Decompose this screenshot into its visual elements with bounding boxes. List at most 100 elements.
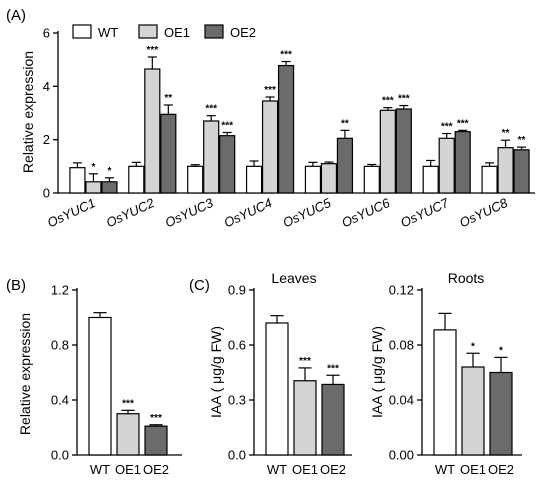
panel-a-oe1-bar bbox=[320, 163, 338, 194]
panel-c-leaves: (C) Leaves IAA ( μg/g FW) 0.0 0.3 0.6 0.9 WT… bbox=[189, 270, 352, 477]
panel-c-leaves-significance-label: *** bbox=[327, 363, 339, 374]
panel-b-significance-label: *** bbox=[150, 413, 162, 424]
panel-c-leaves-title: Leaves bbox=[271, 270, 316, 286]
panel-label-c: (C) bbox=[189, 277, 210, 294]
panel-c-roots-x-tick-label: OE1 bbox=[460, 462, 486, 477]
panel-a-oe1-significance-label: *** bbox=[382, 96, 394, 107]
legend-swatch-oe2 bbox=[204, 24, 224, 39]
panel-a-oe1-significance-label: * bbox=[91, 162, 95, 173]
legend-label-oe1: OE1 bbox=[164, 25, 190, 40]
panel-a-oe2-bar bbox=[454, 131, 471, 194]
panel-label-a: (A) bbox=[6, 7, 26, 24]
panel-a-oe2-bar bbox=[219, 135, 236, 194]
legend-label-wt: WT bbox=[98, 25, 118, 40]
panel-a-y-axis-title: Relative expression bbox=[20, 51, 36, 173]
panel-a-oe1-significance-label: ** bbox=[502, 128, 510, 139]
panel-c-roots-x-tick-label: WT bbox=[435, 462, 455, 477]
panel-b-y-tick-label: 0.8 bbox=[51, 338, 69, 353]
panel-c-leaves-y-tick-label: 0.0 bbox=[228, 448, 246, 463]
panel-b-x-tick-label: WT bbox=[90, 462, 110, 477]
panel-a-oe1-significance-label: *** bbox=[264, 85, 276, 96]
panel-c-leaves-y-tick-label: 0.9 bbox=[228, 283, 246, 298]
panel-a-wt-bar bbox=[245, 165, 263, 194]
panel-a-oe1-bar bbox=[261, 100, 279, 194]
panel-b-significance-label: *** bbox=[122, 398, 134, 409]
panel-a-y-tick-label: 6 bbox=[43, 26, 50, 41]
panel-a-oe2-significance-label: ** bbox=[518, 135, 526, 146]
panel-a-oe2-bar bbox=[160, 113, 177, 194]
panel-c-roots-bar bbox=[461, 366, 485, 456]
legend-swatch-wt bbox=[72, 24, 92, 39]
panel-a-x-tick-label: OsYUC6 bbox=[339, 195, 393, 231]
panel-c-leaves-bar bbox=[321, 383, 345, 456]
panel-a-oe2-bar bbox=[101, 181, 118, 194]
panel-a-oe2-significance-label: *** bbox=[398, 94, 410, 105]
panel-a-oe2-significance-label: ** bbox=[164, 93, 172, 104]
panel-a-x-tick-label: OsYUC4 bbox=[222, 195, 275, 230]
panel-b: (B) Relative expression 0.0 0.4 0.8 1.2 WT **… bbox=[6, 277, 182, 477]
panel-a-oe2-significance-label: ** bbox=[341, 118, 349, 129]
panel-a-oe1-significance-label: *** bbox=[205, 104, 217, 115]
panel-c-roots-significance-label: * bbox=[499, 345, 503, 356]
panel-b-y-tick-label: 1.2 bbox=[51, 283, 69, 298]
panel-a-oe1-significance-label: *** bbox=[441, 122, 453, 133]
panel-a-oe1-bar bbox=[85, 181, 102, 194]
panel-c-leaves-y-axis-title: IAA ( μg/g FW) bbox=[208, 326, 224, 418]
panel-b-bar bbox=[144, 425, 168, 456]
panel-a-oe1-bar bbox=[203, 120, 220, 194]
panel-a-wt-bar bbox=[422, 165, 439, 194]
panel-b-bar bbox=[116, 413, 140, 456]
panel-c-roots-bar bbox=[489, 371, 513, 456]
panel-c-roots-y-tick-label: 0.04 bbox=[389, 393, 414, 408]
panel-b-y-tick-label: 0.0 bbox=[51, 448, 69, 463]
panel-a-x-tick-label: OsYUC5 bbox=[280, 195, 334, 231]
panel-a-y-tick-label: 2 bbox=[43, 132, 50, 147]
panel-a-oe2-bar bbox=[277, 64, 295, 194]
panel-a-x-tick-label: OsYUC2 bbox=[104, 195, 158, 231]
panel-a-oe2-bar bbox=[336, 137, 354, 194]
panel-c-leaves-x-tick-label: OE2 bbox=[320, 462, 346, 477]
panel-c-leaves-bar bbox=[265, 322, 289, 456]
panel-a-y-tick-label: 0 bbox=[43, 186, 50, 201]
panel-c-leaves-y-tick-label: 0.3 bbox=[228, 393, 246, 408]
panel-c-roots-y-tick-label: 0.12 bbox=[389, 283, 414, 298]
panel-a-wt-bar bbox=[304, 165, 322, 194]
panel-a-oe1-bar bbox=[379, 109, 396, 194]
panel-a-wt-bar bbox=[187, 165, 204, 194]
panel-c-roots-significance-label: * bbox=[471, 341, 475, 352]
panel-a-x-tick-label: OsYUC8 bbox=[457, 195, 511, 231]
panel-a-oe2-significance-label: *** bbox=[457, 118, 469, 129]
panel-b-x-tick-label: OE1 bbox=[115, 462, 141, 477]
legend-swatch-oe1 bbox=[138, 24, 158, 39]
panel-a-x-tick-label: OsYUC7 bbox=[398, 195, 452, 231]
panel-a-oe2-significance-label: *** bbox=[221, 120, 233, 131]
panel-a-oe1-bar bbox=[144, 68, 161, 194]
panel-b-bar bbox=[88, 316, 112, 456]
panel-a-oe1-bar bbox=[497, 147, 514, 194]
panel-a-legend: WT OE1 OE2 bbox=[72, 24, 256, 40]
panel-a-y-tick-label: 4 bbox=[43, 79, 50, 94]
panel-c-leaves-x-tick-label: OE1 bbox=[292, 462, 318, 477]
panel-a-wt-bar bbox=[69, 167, 86, 194]
panel-b-x-tick-label: OE2 bbox=[143, 462, 169, 477]
panel-c-roots-y-tick-label: 0.08 bbox=[389, 338, 414, 353]
panel-c-roots-title: Roots bbox=[448, 270, 485, 286]
panel-a-oe2-significance-label: * bbox=[107, 166, 111, 177]
panel-c-leaves-significance-label: *** bbox=[299, 356, 311, 367]
panel-c-leaves-x-tick-label: WT bbox=[267, 462, 287, 477]
panel-b-y-tick-label: 0.4 bbox=[51, 393, 69, 408]
panel-label-b: (B) bbox=[6, 277, 26, 294]
panel-c-roots-x-tick-label: OE2 bbox=[488, 462, 514, 477]
panel-a-oe2-bar bbox=[513, 149, 530, 194]
panel-a-oe2-bar bbox=[395, 108, 412, 194]
panel-a-wt-bar bbox=[363, 165, 380, 194]
panel-c-leaves-y-tick-label: 0.6 bbox=[228, 338, 246, 353]
panel-c-leaves-bar bbox=[293, 380, 317, 456]
panel-c-roots-bar bbox=[433, 329, 457, 456]
panel-a-wt-bar bbox=[481, 165, 498, 194]
panel-c-roots-y-axis-title: IAA ( μg/g FW) bbox=[369, 326, 385, 418]
panel-b-y-axis-title: Relative expression bbox=[17, 313, 33, 435]
panel-a-oe1-significance-label: *** bbox=[146, 45, 158, 56]
panel-c-roots: Roots IAA ( μg/g FW) 0.00 0.04 0.08 0.12 WT *… bbox=[369, 270, 522, 477]
